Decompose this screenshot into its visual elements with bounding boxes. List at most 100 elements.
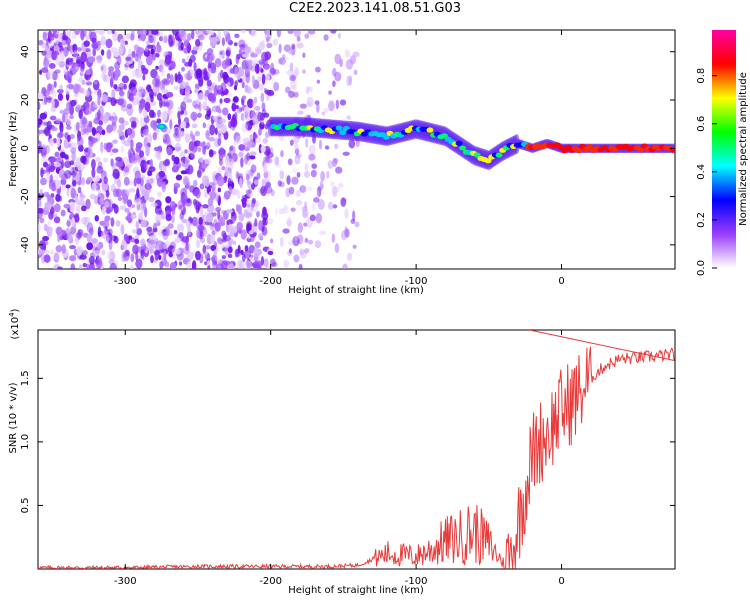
noise-speckle — [51, 52, 57, 58]
noise-speckle — [128, 93, 134, 102]
noise-speckle — [107, 251, 112, 261]
noise-speckle — [101, 94, 108, 103]
noise-speckle — [202, 244, 207, 254]
noise-speckle — [81, 79, 86, 85]
noise-speckle — [249, 151, 257, 156]
noise-speckle — [163, 78, 171, 86]
noise-speckle — [204, 254, 211, 259]
noise-speckle — [109, 115, 115, 122]
snr-xtick-label: -200 — [259, 576, 282, 587]
noise-speckle — [334, 71, 342, 82]
noise-speckle — [44, 249, 50, 255]
noise-speckle — [90, 137, 99, 143]
noise-speckle — [330, 30, 337, 34]
noise-speckle — [180, 193, 188, 204]
noise-speckle — [141, 126, 146, 135]
noise-speckle — [56, 137, 61, 148]
noise-speckle — [152, 132, 157, 141]
noise-speckle — [269, 238, 274, 244]
noise-speckle — [151, 111, 157, 119]
noise-speckle — [243, 209, 248, 218]
noise-speckle — [114, 115, 118, 123]
noise-speckle — [50, 105, 57, 113]
noise-speckle — [277, 57, 283, 65]
noise-speckle — [234, 33, 240, 39]
noise-speckle — [244, 260, 252, 269]
noise-speckle — [274, 156, 280, 166]
noise-speckle — [70, 187, 77, 199]
noise-speckle — [38, 146, 46, 152]
noise-speckle — [260, 92, 265, 103]
noise-speckle — [173, 163, 178, 171]
noise-speckle — [258, 59, 266, 65]
noise-speckle — [139, 150, 145, 159]
snr-xlabel: Height of straight line (km) — [288, 585, 424, 596]
noise-speckle — [164, 261, 170, 268]
noise-speckle — [248, 58, 254, 69]
noise-speckle — [161, 181, 167, 190]
noise-speckle — [205, 129, 210, 140]
noise-speckle — [111, 203, 117, 209]
noise-speckle — [50, 126, 58, 132]
noise-speckle — [315, 212, 323, 224]
noise-speckle — [328, 90, 332, 95]
noise-speckle — [59, 84, 64, 90]
noise-speckle — [152, 33, 156, 45]
noise-speckle — [266, 42, 273, 49]
noise-speckle — [263, 258, 269, 268]
spectrogram-ytick-label: 20 — [20, 94, 31, 107]
noise-speckle — [177, 71, 181, 81]
noise-speckle — [134, 234, 140, 240]
spectrogram-ytick-label: 40 — [20, 45, 31, 58]
noise-speckle — [140, 185, 145, 193]
noise-speckle — [76, 245, 83, 256]
noise-speckle — [97, 94, 101, 106]
noise-speckle — [117, 196, 123, 201]
noise-speckle — [71, 151, 76, 162]
noise-speckle — [207, 92, 214, 102]
noise-speckle — [46, 97, 52, 103]
noise-speckle — [39, 217, 45, 224]
noise-speckle — [106, 142, 113, 149]
noise-speckle — [181, 66, 185, 72]
noise-speckle — [224, 56, 230, 68]
noise-speckle — [353, 69, 358, 76]
noise-speckle — [54, 151, 60, 157]
noise-speckle — [85, 198, 91, 210]
noise-speckle — [135, 198, 142, 206]
noise-speckle — [69, 44, 74, 55]
noise-speckle — [130, 139, 134, 150]
noise-speckle — [190, 151, 196, 159]
colorbar: 0.0 0.2 0.4 0.6 0.8 Normalized spectral ampl… — [696, 30, 749, 276]
noise-speckle — [289, 78, 297, 90]
noise-speckle — [114, 68, 121, 78]
noise-speckle — [316, 189, 320, 199]
noise-speckle — [38, 92, 44, 100]
noise-speckle — [303, 222, 308, 227]
noise-speckle — [282, 207, 289, 215]
noise-speckle — [205, 178, 210, 188]
noise-speckle — [191, 134, 196, 143]
noise-speckle — [54, 203, 61, 213]
noise-speckle — [238, 151, 244, 158]
noise-speckle — [321, 111, 326, 116]
noise-speckle — [50, 250, 54, 255]
noise-speckle — [215, 35, 222, 42]
noise-speckle — [250, 30, 257, 37]
noise-speckle — [319, 230, 327, 235]
noise-speckle — [157, 31, 164, 36]
noise-speckle — [69, 244, 76, 250]
noise-speckle — [44, 201, 52, 211]
noise-speckle — [302, 206, 308, 218]
noise-speckle — [231, 102, 237, 112]
noise-speckle — [282, 54, 286, 60]
noise-speckle — [194, 130, 201, 137]
noise-speckle — [304, 247, 310, 254]
noise-speckle — [335, 73, 340, 80]
noise-speckle — [296, 172, 301, 178]
noise-speckle — [106, 30, 113, 35]
noise-speckle — [142, 203, 147, 210]
noise-speckle — [49, 157, 57, 163]
noise-speckle — [66, 84, 72, 89]
noise-speckle — [55, 245, 63, 253]
